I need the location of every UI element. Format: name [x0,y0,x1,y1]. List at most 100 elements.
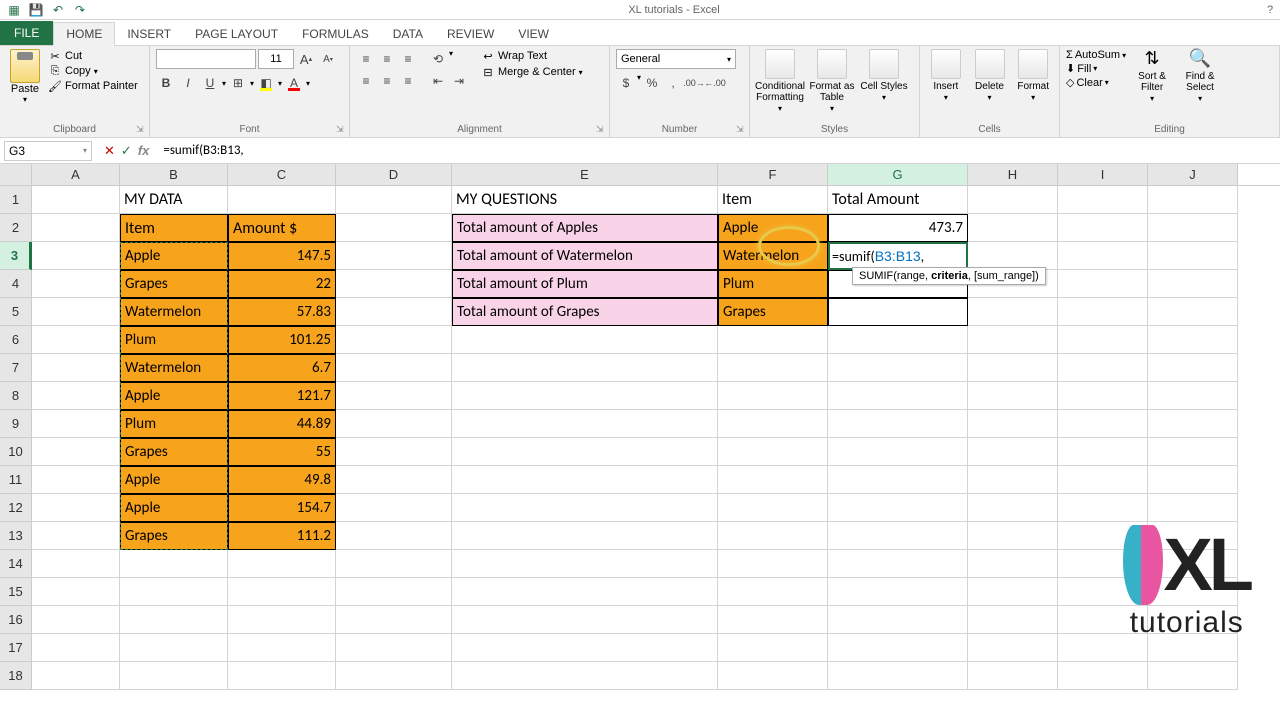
cell-I4[interactable] [1058,270,1148,298]
cell-H6[interactable] [968,326,1058,354]
cell-H16[interactable] [968,606,1058,634]
font-color-button[interactable]: A [284,73,304,93]
cell-C4[interactable]: 22 [228,270,336,298]
cell-I1[interactable] [1058,186,1148,214]
cell-E1[interactable]: MY QUESTIONS [452,186,718,214]
tab-home[interactable]: HOME [53,22,115,46]
align-left-button[interactable]: ≡ [356,71,376,91]
cell-D17[interactable] [336,634,452,662]
row-header[interactable]: 2 [0,214,32,242]
cell-F12[interactable] [718,494,828,522]
tab-file[interactable]: FILE [0,21,53,45]
cell-D7[interactable] [336,354,452,382]
cell-G3[interactable]: =sumif(B3:B13, [828,242,968,270]
cell-B3[interactable]: Apple [120,242,228,270]
wrap-text-button[interactable]: ↩Wrap Text [481,49,583,63]
cell-J11[interactable] [1148,466,1238,494]
col-header-j[interactable]: J [1148,164,1238,185]
font-size-select[interactable] [258,49,294,69]
cell-J10[interactable] [1148,438,1238,466]
cell-H2[interactable] [968,214,1058,242]
cell-F17[interactable] [718,634,828,662]
cell-B18[interactable] [120,662,228,690]
cell-G10[interactable] [828,438,968,466]
currency-button[interactable]: $ [616,73,636,93]
cell-H13[interactable] [968,522,1058,550]
cell-A16[interactable] [32,606,120,634]
cell-A13[interactable] [32,522,120,550]
borders-button[interactable]: ⊞ [228,73,248,93]
conditional-formatting-button[interactable]: Conditional Formatting▾ [756,49,804,114]
cell-B11[interactable]: Apple [120,466,228,494]
cell-E11[interactable] [452,466,718,494]
cell-J1[interactable] [1148,186,1238,214]
cell-A2[interactable] [32,214,120,242]
cell-G13[interactable] [828,522,968,550]
bold-button[interactable]: B [156,73,176,93]
cell-C13[interactable]: 111.2 [228,522,336,550]
cell-E9[interactable] [452,410,718,438]
cell-A1[interactable] [32,186,120,214]
cell-C10[interactable]: 55 [228,438,336,466]
cell-E14[interactable] [452,550,718,578]
row-header[interactable]: 7 [0,354,32,382]
cell-I12[interactable] [1058,494,1148,522]
cell-H18[interactable] [968,662,1058,690]
cell-J5[interactable] [1148,298,1238,326]
tab-formulas[interactable]: FORMULAS [290,23,381,45]
cell-A6[interactable] [32,326,120,354]
shrink-font-button[interactable]: A▾ [318,49,338,69]
tab-insert[interactable]: INSERT [115,23,183,45]
cell-D14[interactable] [336,550,452,578]
cell-D11[interactable] [336,466,452,494]
cell-A18[interactable] [32,662,120,690]
cell-A14[interactable] [32,550,120,578]
percent-button[interactable]: % [642,73,662,93]
cell-B12[interactable]: Apple [120,494,228,522]
cell-F7[interactable] [718,354,828,382]
cell-B7[interactable]: Watermelon [120,354,228,382]
cell-H11[interactable] [968,466,1058,494]
tab-page-layout[interactable]: PAGE LAYOUT [183,23,290,45]
row-header[interactable]: 8 [0,382,32,410]
grow-font-button[interactable]: A▴ [296,49,316,69]
align-center-button[interactable]: ≡ [377,71,397,91]
cell-H9[interactable] [968,410,1058,438]
cell-G15[interactable] [828,578,968,606]
cell-C12[interactable]: 154.7 [228,494,336,522]
cell-C1[interactable] [228,186,336,214]
format-cells-button[interactable]: Format▾ [1013,49,1053,103]
cell-J9[interactable] [1148,410,1238,438]
cell-I10[interactable] [1058,438,1148,466]
cell-C5[interactable]: 57.83 [228,298,336,326]
row-header[interactable]: 10 [0,438,32,466]
formula-input[interactable]: =sumif(B3:B13, [157,143,1280,158]
cell-G14[interactable] [828,550,968,578]
cell-B16[interactable] [120,606,228,634]
cell-D13[interactable] [336,522,452,550]
cell-G16[interactable] [828,606,968,634]
fill-button[interactable]: ⬇Fill▾ [1066,62,1126,75]
merge-center-button[interactable]: ⊟Merge & Center▾ [481,65,583,79]
cell-F4[interactable]: Plum [718,270,828,298]
cell-C7[interactable]: 6.7 [228,354,336,382]
cell-F18[interactable] [718,662,828,690]
cell-F16[interactable] [718,606,828,634]
spreadsheet-grid[interactable]: A B C D E F G H I J 1MY DATAMY QUESTIONS… [0,164,1280,690]
cell-G5[interactable] [828,298,968,326]
cell-C8[interactable]: 121.7 [228,382,336,410]
cell-J3[interactable] [1148,242,1238,270]
cell-C9[interactable]: 44.89 [228,410,336,438]
cell-H14[interactable] [968,550,1058,578]
align-bottom-button[interactable]: ≡ [398,49,418,69]
increase-decimal-button[interactable]: .00→ [684,73,704,93]
cell-G11[interactable] [828,466,968,494]
cell-F10[interactable] [718,438,828,466]
cell-G7[interactable] [828,354,968,382]
row-header[interactable]: 16 [0,606,32,634]
cell-F15[interactable] [718,578,828,606]
alignment-launcher-icon[interactable]: ⇲ [596,124,606,134]
cell-I8[interactable] [1058,382,1148,410]
cell-D8[interactable] [336,382,452,410]
decrease-decimal-button[interactable]: ←.00 [705,73,725,93]
